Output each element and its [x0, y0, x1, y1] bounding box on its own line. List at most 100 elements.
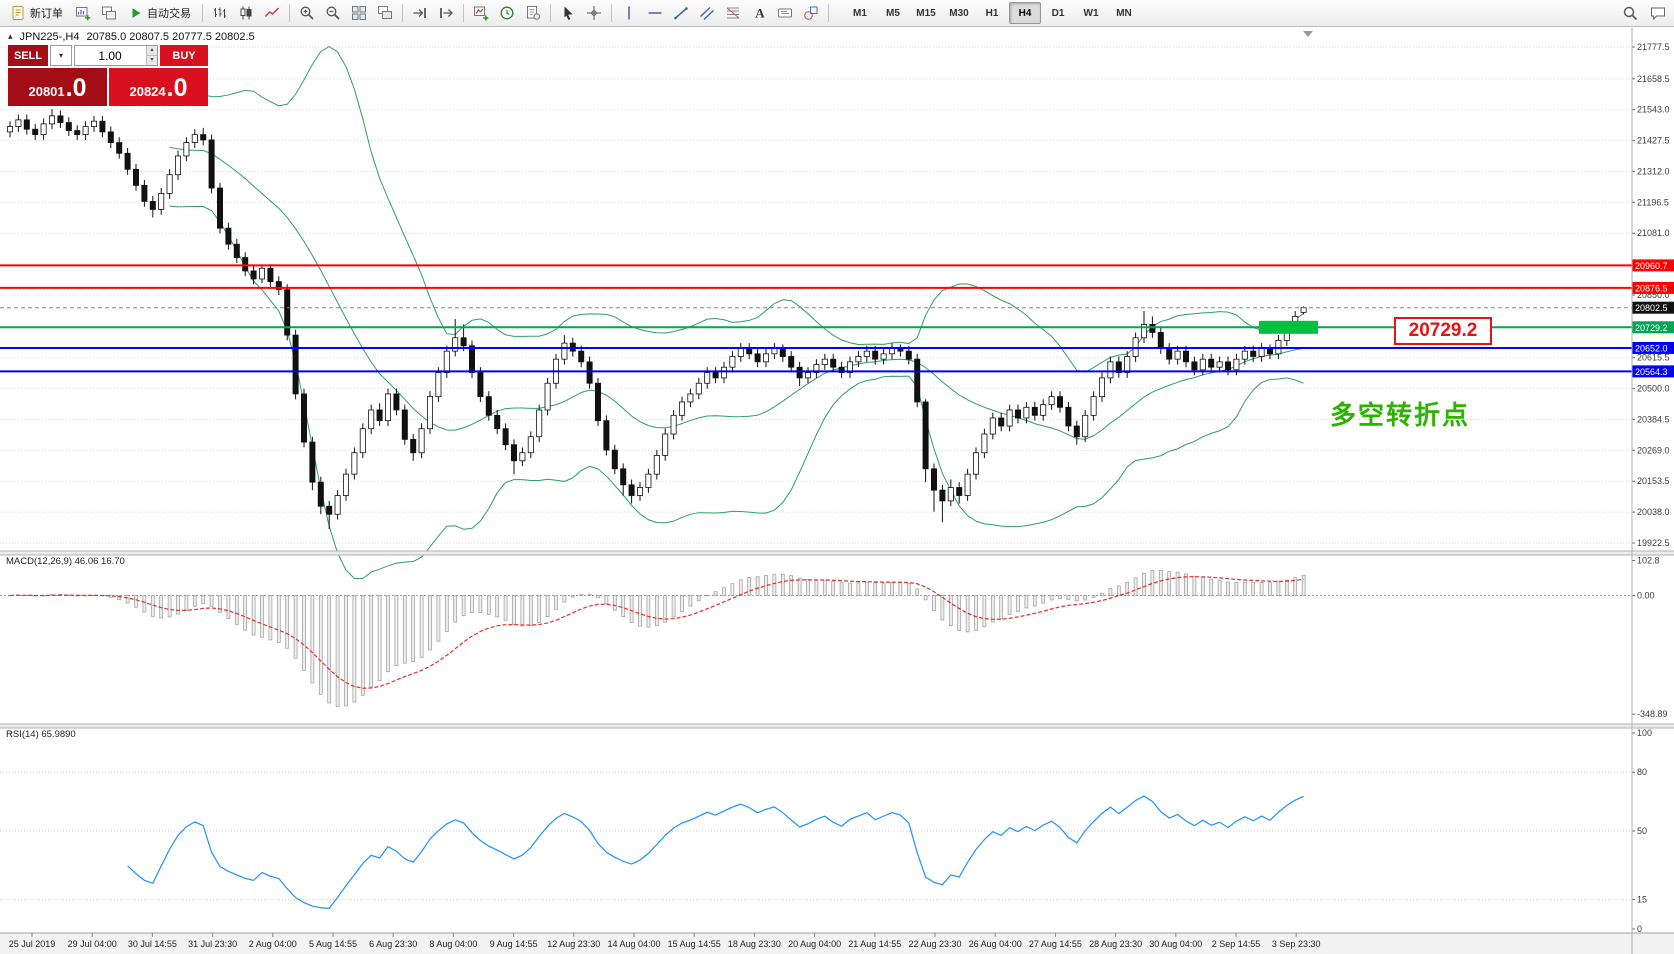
bars-chart-icon: [214, 7, 226, 18]
toolbar-separator: [402, 4, 403, 22]
price-callout-label[interactable]: 20729.2: [1394, 317, 1492, 345]
svg-text:21777.5: 21777.5: [1637, 42, 1670, 52]
volume-decrease-button[interactable]: ▾: [146, 56, 157, 65]
indicators-button[interactable]: [469, 2, 493, 24]
svg-text:12 Aug 23:30: 12 Aug 23:30: [547, 939, 600, 949]
cascade-windows-icon: [378, 6, 392, 19]
crosshair-button[interactable]: [582, 2, 606, 24]
svg-text:0: 0: [1637, 924, 1642, 934]
indicators-icon: [474, 6, 489, 21]
turning-point-annotation[interactable]: 多空转折点: [1330, 400, 1471, 430]
chat-button[interactable]: [1646, 2, 1670, 24]
svg-text:102.8: 102.8: [1637, 555, 1660, 565]
timeframe-m1[interactable]: M1: [853, 7, 867, 19]
horizontal-line-button[interactable]: [643, 2, 667, 24]
search-button[interactable]: [1618, 2, 1642, 24]
text-label-button[interactable]: [773, 2, 797, 24]
chevron-down-icon: ▾: [58, 51, 63, 60]
timeframe-mn[interactable]: MN: [1116, 7, 1132, 19]
svg-text:2 Sep 14:55: 2 Sep 14:55: [1212, 939, 1261, 949]
text-tool-button[interactable]: A: [747, 2, 771, 24]
svg-text:20 Aug 04:00: 20 Aug 04:00: [788, 939, 841, 949]
chart-canvas[interactable]: 21777.5 21658.5 21543.0 21427.5 21312.0 21196…: [0, 28, 1674, 954]
svg-text:A: A: [755, 6, 765, 21]
timeframe-group: M1 M5 M15 M30 H1 H4 D1 W1 MN: [844, 2, 1140, 24]
cascade-windows-button[interactable]: [373, 2, 397, 24]
svg-text:20269.0: 20269.0: [1637, 445, 1670, 455]
candlestick-chart-button[interactable]: [234, 2, 258, 24]
new-order-button[interactable]: 新订单: [4, 1, 69, 25]
periods-button[interactable]: [495, 2, 519, 24]
auto-scroll-button[interactable]: [408, 2, 432, 24]
svg-text:18 Aug 23:30: 18 Aug 23:30: [728, 939, 781, 949]
ask-price-pips: .0: [166, 74, 188, 102]
svg-text:20960.7: 20960.7: [1635, 261, 1668, 271]
channel-button[interactable]: [695, 2, 719, 24]
ask-price-box[interactable]: 20824 .0: [109, 68, 208, 106]
timeframe-m15[interactable]: M15: [916, 7, 936, 19]
rsi-legend: RSI(14) 65.9890: [6, 729, 76, 740]
timeframe-h4[interactable]: H4: [1009, 2, 1041, 24]
svg-text:80: 80: [1637, 767, 1647, 777]
shapes-button[interactable]: [799, 2, 823, 24]
line-chart-icon: [264, 7, 279, 17]
cursor-button[interactable]: [556, 2, 580, 24]
svg-text:0.00: 0.00: [1637, 590, 1655, 600]
cursor-icon: [564, 6, 573, 20]
toolbar: 新订单 自动交易: [0, 0, 1674, 27]
vertical-line-icon: [628, 6, 630, 20]
svg-text:3 Sep 23:30: 3 Sep 23:30: [1272, 939, 1321, 949]
volume-input[interactable]: [75, 46, 157, 65]
bars-chart-button[interactable]: [208, 2, 232, 24]
toolbar-separator: [202, 4, 203, 22]
text-icon: A: [755, 6, 765, 21]
timeframe-h1[interactable]: H1: [985, 7, 999, 19]
auto-trading-button[interactable]: 自动交易: [123, 1, 197, 25]
svg-text:21658.5: 21658.5: [1637, 74, 1670, 84]
timeframe-w1[interactable]: W1: [1083, 7, 1099, 19]
bid-price-main: 20801: [28, 84, 65, 99]
profiles-button[interactable]: [97, 2, 121, 24]
auto-trading-icon: [132, 8, 141, 18]
one-click-trading-panel: SELL ▾ ▴ ▾ BUY 20801 .0 20824 .0: [8, 45, 208, 106]
timeframe-d1[interactable]: D1: [1051, 7, 1065, 19]
volume-increase-button[interactable]: ▴: [146, 46, 157, 56]
timeframe-m30[interactable]: M30: [949, 7, 969, 19]
chart-window: 21777.5 21658.5 21543.0 21427.5 21312.0 21196…: [0, 28, 1674, 954]
zoom-in-button[interactable]: [295, 2, 319, 24]
buy-button[interactable]: BUY: [160, 45, 208, 66]
vertical-line-button[interactable]: [617, 2, 641, 24]
trendline-icon: [674, 7, 688, 20]
svg-text:21543.0: 21543.0: [1637, 105, 1670, 115]
trendline-button[interactable]: [669, 2, 693, 24]
symbol-ohlc: 20785.0 20807.5 20777.5 20802.5: [86, 31, 255, 43]
new-chart-button[interactable]: [71, 2, 95, 24]
svg-text:5 Aug 14:55: 5 Aug 14:55: [309, 939, 357, 949]
bid-price-box[interactable]: 20801 .0: [8, 68, 107, 106]
one-click-collapse-icon[interactable]: ▴: [8, 31, 13, 41]
tile-windows-button[interactable]: [347, 2, 371, 24]
line-chart-button[interactable]: [260, 2, 284, 24]
toolbar-separator: [611, 4, 612, 22]
svg-text:20652.0: 20652.0: [1635, 343, 1668, 353]
zoom-out-button[interactable]: [321, 2, 345, 24]
sell-button[interactable]: SELL: [8, 45, 48, 66]
svg-text:50: 50: [1637, 826, 1647, 836]
ask-price-main: 20824: [129, 84, 166, 99]
crosshair-icon: [587, 6, 601, 20]
fibonacci-icon: [726, 7, 740, 19]
chart-shift-button[interactable]: [434, 2, 458, 24]
fibonacci-button[interactable]: [721, 2, 745, 24]
profiles-icon: [102, 6, 116, 20]
svg-text:25 Jul 2019: 25 Jul 2019: [9, 939, 56, 949]
zoom-in-icon: [300, 6, 314, 20]
candlestick-chart-icon: [240, 6, 252, 20]
bid-price-pips: .0: [65, 74, 87, 102]
new-chart-icon: [76, 7, 91, 21]
templates-button[interactable]: [521, 2, 545, 24]
auto-scroll-icon: [413, 8, 426, 18]
timeframe-m5[interactable]: M5: [886, 7, 900, 19]
volume-dropdown[interactable]: ▾: [50, 45, 72, 66]
svg-text:30 Aug 04:00: 30 Aug 04:00: [1149, 939, 1202, 949]
svg-text:19922.5: 19922.5: [1637, 538, 1670, 548]
